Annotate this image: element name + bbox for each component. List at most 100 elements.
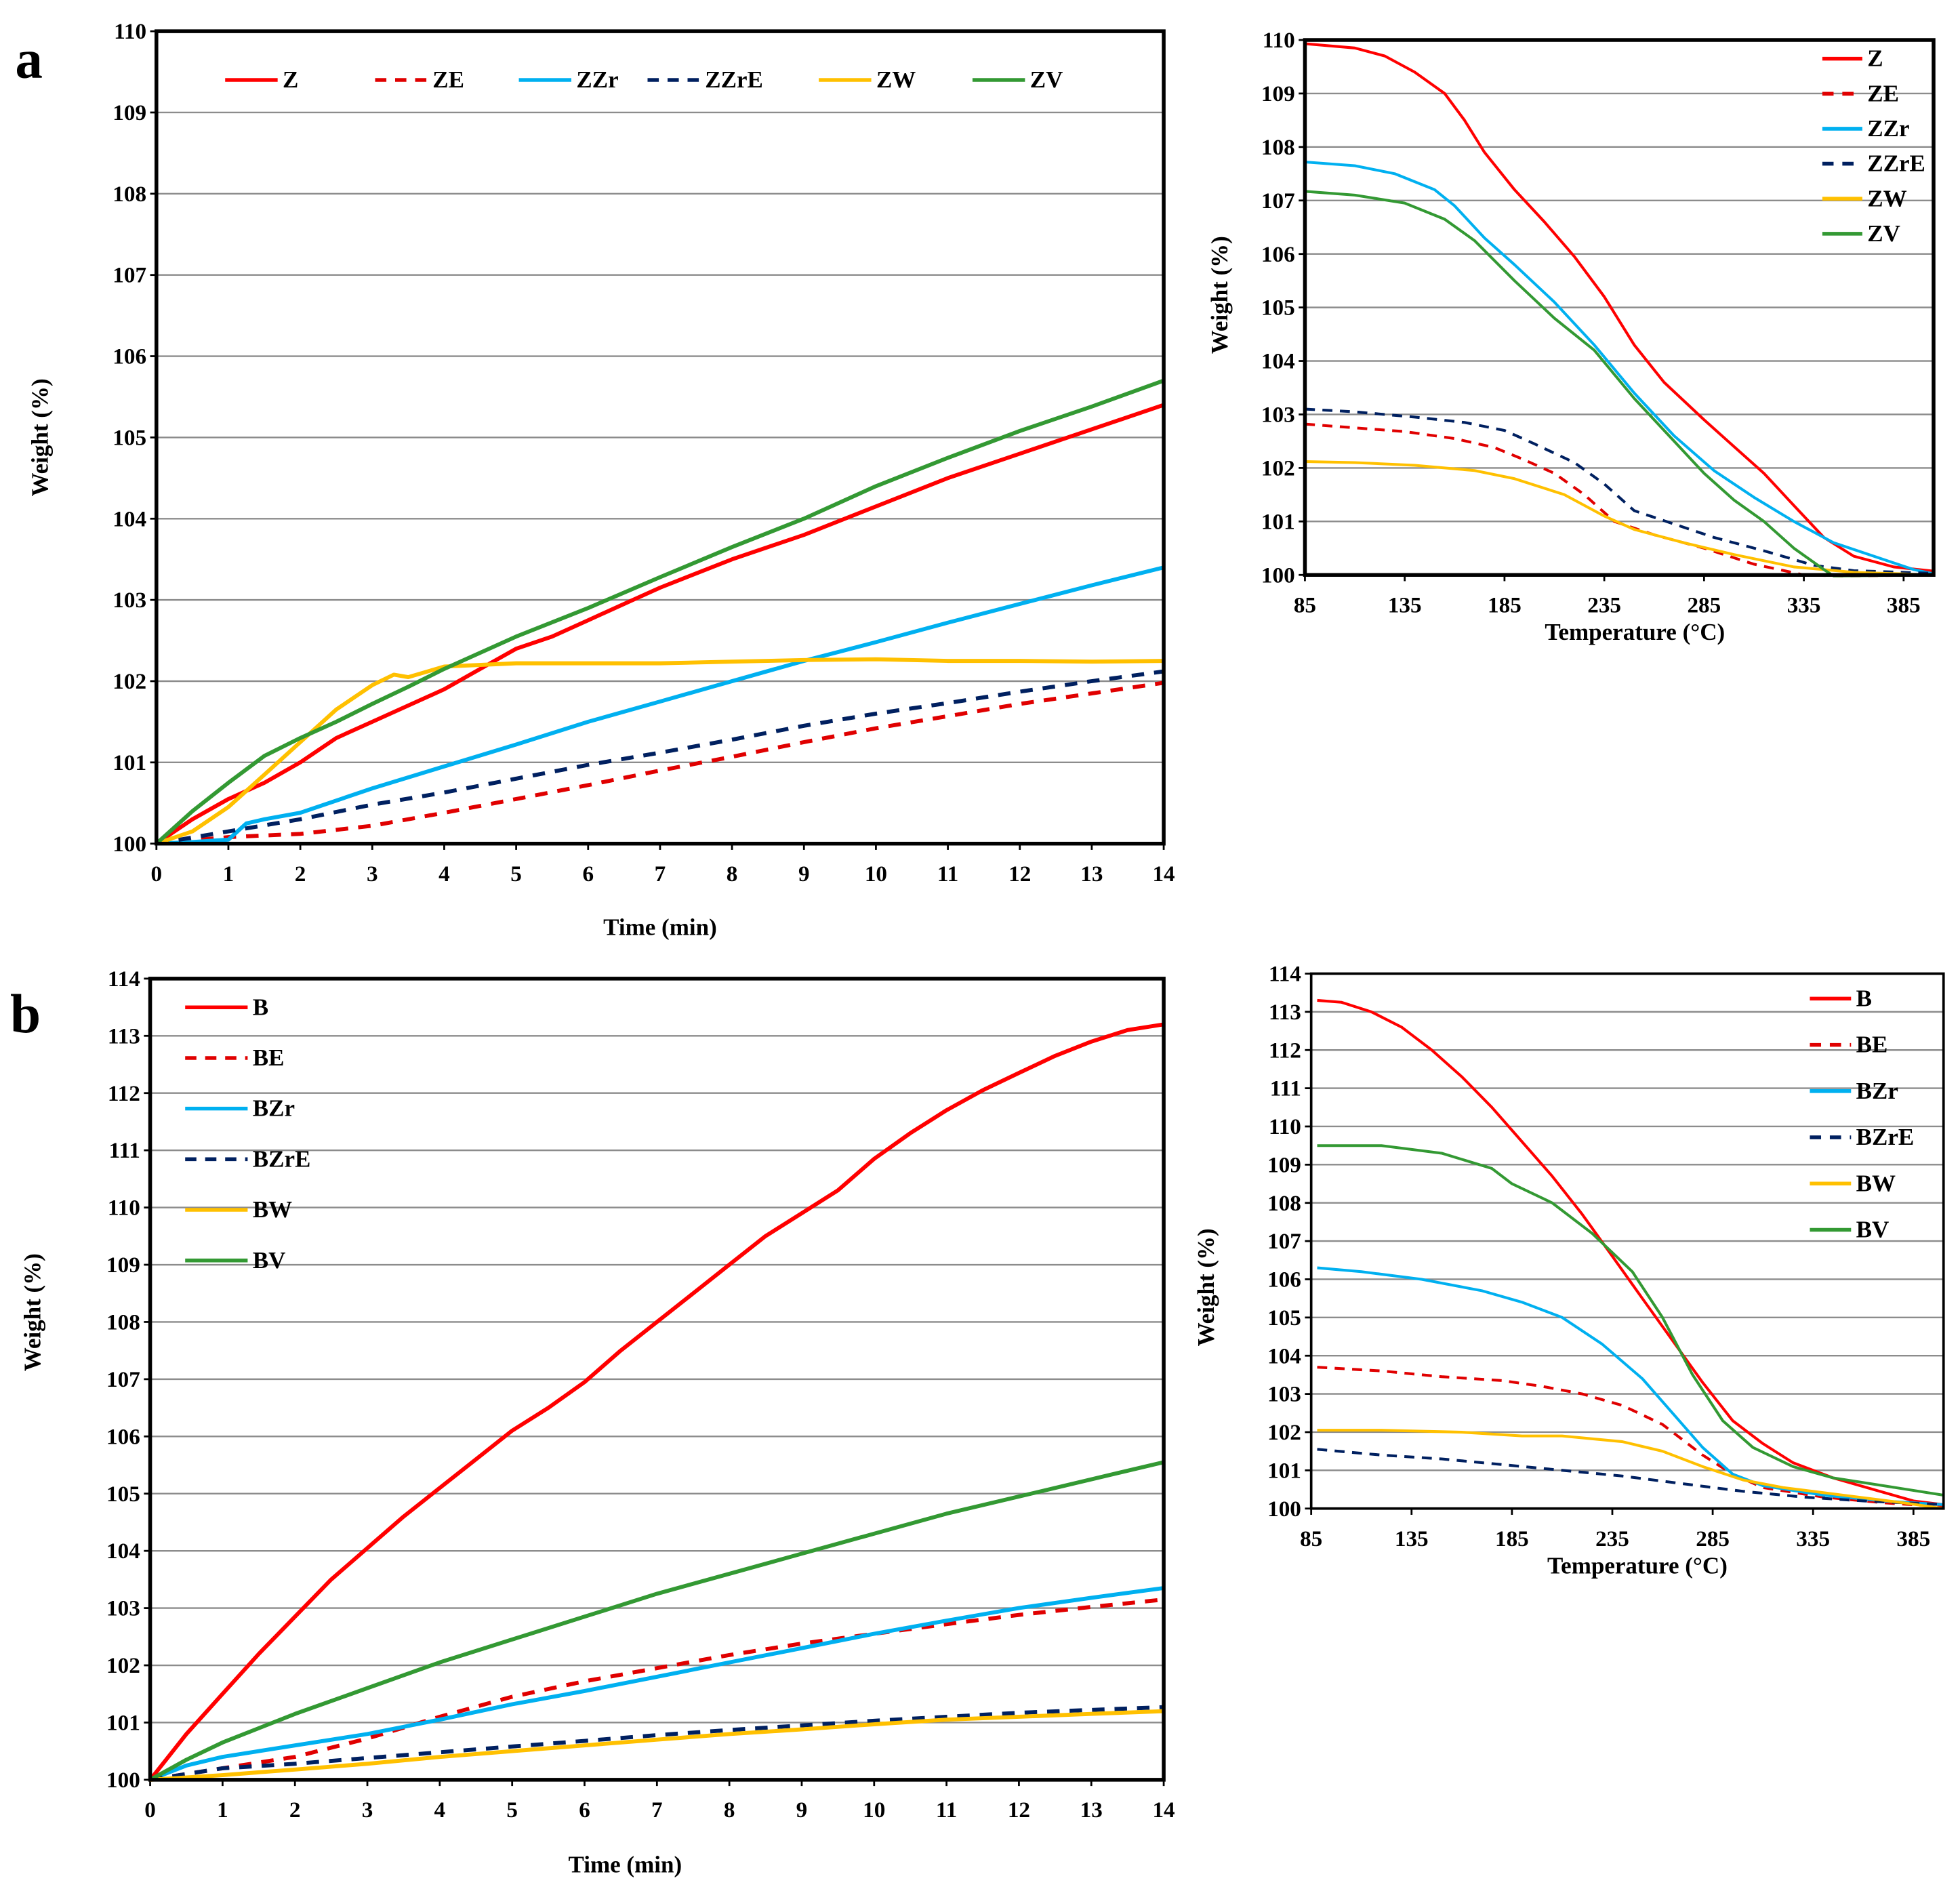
y-tick-label: 106 — [1267, 1267, 1301, 1293]
y-tick-label: 100 — [113, 832, 146, 857]
x-tick-label: 11 — [936, 1797, 957, 1823]
y-tick-label: 101 — [106, 1711, 140, 1736]
x-tick-label: 1 — [217, 1797, 228, 1823]
legend-label-ZZrE: ZZrE — [705, 66, 763, 93]
series-line-B — [1317, 998, 1944, 1507]
x-axis-title: Time (min) — [568, 1851, 682, 1877]
series-line-Z — [156, 403, 1164, 846]
legend-label-Z: Z — [1867, 45, 1883, 72]
series-line-ZZr — [156, 565, 1164, 846]
y-tick-label: 110 — [114, 19, 146, 44]
y-tick-label: 114 — [1269, 962, 1301, 987]
x-tick-label: 13 — [1080, 1797, 1103, 1823]
y-tick-label: 110 — [1269, 1114, 1301, 1139]
series-line-BZrE — [1317, 1448, 1944, 1507]
x-tick-label: 4 — [434, 1797, 446, 1823]
x-axis-title: Temperature (°C) — [1545, 619, 1725, 645]
y-axis-title: Weight (%) — [1193, 1228, 1219, 1346]
y-tick-label: 111 — [109, 1138, 140, 1163]
y-tick-label: 105 — [113, 425, 146, 450]
y-tick-label: 102 — [1261, 455, 1295, 481]
y-tick-label: 103 — [113, 588, 146, 613]
x-tick-label: 12 — [1008, 861, 1031, 887]
x-tick-label: 285 — [1696, 1526, 1730, 1551]
legend-label-BW: BW — [1856, 1170, 1896, 1196]
y-tick-label: 103 — [1261, 403, 1295, 428]
plot-frame — [155, 29, 1166, 846]
series-line-ZE — [156, 680, 1164, 846]
y-tick-label: 102 — [106, 1653, 140, 1678]
y-tick-label: 107 — [106, 1367, 140, 1392]
series-line-B — [150, 1022, 1164, 1781]
legend-label-B: B — [253, 994, 268, 1020]
x-tick-label: 5 — [510, 861, 522, 887]
series-line-ZV — [1305, 190, 1934, 577]
y-tick-label: 107 — [113, 263, 146, 288]
series-line-ZW — [156, 657, 1164, 846]
legend-label-ZZr: ZZr — [576, 66, 618, 93]
y-tick-label: 105 — [1261, 296, 1295, 321]
y-tick-label: 111 — [1270, 1076, 1301, 1101]
series-line-Z — [1305, 42, 1934, 573]
x-tick-label: 185 — [1495, 1526, 1529, 1551]
x-tick-label: 385 — [1887, 593, 1921, 618]
legend-label-BZrE: BZrE — [253, 1145, 311, 1172]
x-tick-label: 1 — [223, 861, 234, 887]
x-tick-label: 10 — [865, 861, 887, 887]
y-tick-label: 108 — [1267, 1191, 1301, 1216]
legend-label-B: B — [1856, 985, 1872, 1011]
legend-label-ZE: ZE — [1867, 80, 1899, 106]
legend-label-ZW: ZW — [876, 66, 916, 93]
x-tick-label: 6 — [582, 861, 594, 887]
y-tick-label: 104 — [106, 1539, 140, 1564]
series-line-ZZr — [1305, 160, 1934, 575]
series-line-BE — [150, 1598, 1164, 1782]
x-tick-label: 6 — [579, 1797, 590, 1823]
x-tick-label: 12 — [1008, 1797, 1030, 1823]
y-tick-label: 101 — [113, 750, 146, 775]
series-line-BZr — [1317, 1266, 1944, 1507]
legend-label-ZE: ZE — [432, 66, 464, 93]
x-tick-label: 7 — [655, 861, 666, 887]
x-tick-label: 9 — [798, 861, 810, 887]
legend-label-ZZrE: ZZrE — [1867, 150, 1925, 177]
x-tick-label: 3 — [367, 861, 378, 887]
x-tick-label: 135 — [1395, 1526, 1429, 1551]
legend-label-Z: Z — [283, 66, 298, 93]
x-tick-label: 14 — [1152, 861, 1175, 887]
x-tick-label: 185 — [1488, 593, 1522, 618]
y-tick-label: 106 — [106, 1424, 140, 1449]
y-tick-label: 108 — [1261, 135, 1295, 160]
x-tick-label: 385 — [1896, 1526, 1930, 1551]
y-tick-label: 109 — [106, 1253, 140, 1278]
y-tick-label: 104 — [113, 506, 146, 531]
y-tick-label: 112 — [108, 1081, 140, 1106]
chart-bR: 100 101 102 103 104 105 106 107 108 109 110 111 112 1… — [1193, 962, 1945, 1579]
x-axis-title: Time (min) — [603, 914, 717, 940]
y-tick-label: 107 — [1261, 188, 1295, 214]
y-axis-title: Weight (%) — [26, 378, 53, 496]
legend-label-BZr: BZr — [253, 1095, 295, 1122]
x-tick-label: 4 — [438, 861, 450, 887]
x-tick-label: 5 — [506, 1797, 518, 1823]
y-axis-title: Weight (%) — [19, 1253, 45, 1371]
legend-label-ZW: ZW — [1867, 185, 1906, 211]
plot-frame — [1309, 972, 1945, 1510]
series-line-BZr — [150, 1586, 1164, 1782]
y-tick-label: 103 — [106, 1596, 140, 1621]
series-line-ZW — [1305, 460, 1934, 577]
y-tick-label: 113 — [108, 1023, 140, 1049]
y-tick-label: 109 — [1267, 1152, 1301, 1177]
y-tick-label: 105 — [106, 1482, 140, 1507]
legend-label-BV: BV — [253, 1247, 286, 1274]
y-tick-label: 102 — [1267, 1420, 1301, 1445]
y-tick-label: 108 — [106, 1310, 140, 1335]
y-tick-label: 106 — [1261, 242, 1295, 267]
y-tick-label: 100 — [106, 1768, 140, 1793]
series-line-ZV — [156, 378, 1164, 845]
x-tick-label: 3 — [362, 1797, 373, 1823]
y-tick-label: 112 — [1269, 1038, 1301, 1063]
y-tick-label: 103 — [1267, 1382, 1301, 1407]
